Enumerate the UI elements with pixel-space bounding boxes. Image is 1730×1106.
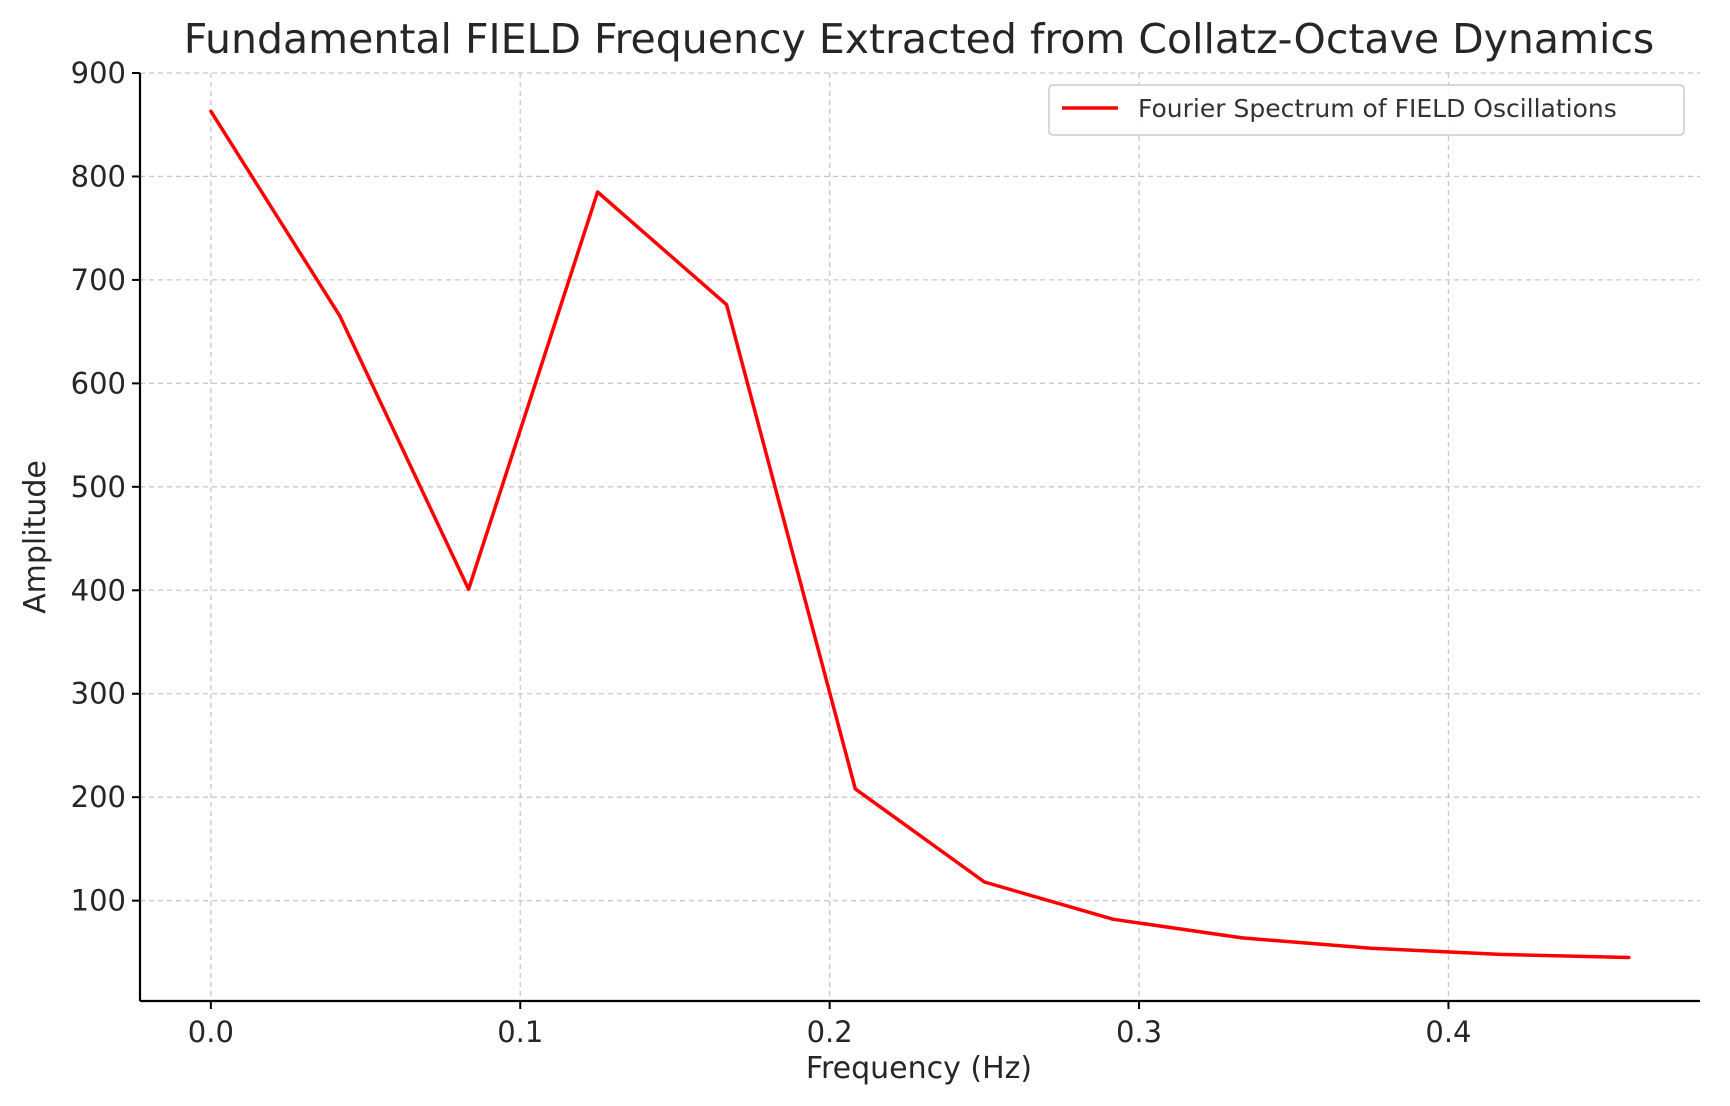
x-tick-label: 0.1 xyxy=(497,1015,543,1049)
data-point xyxy=(338,314,342,318)
data-point xyxy=(596,190,600,194)
x-axis-label: Frequency (Hz) xyxy=(806,1051,1032,1086)
x-tick-label: 0.0 xyxy=(188,1015,234,1049)
y-tick-label: 400 xyxy=(71,573,126,607)
y-tick-label: 800 xyxy=(71,159,126,193)
y-tick-label: 300 xyxy=(71,677,126,711)
data-point xyxy=(1498,952,1502,956)
y-tick-label: 600 xyxy=(71,366,126,400)
x-tick-label: 0.2 xyxy=(807,1015,853,1049)
x-tick-label: 0.3 xyxy=(1116,1015,1162,1049)
series-layer xyxy=(209,109,1631,960)
chart-title: Fundamental FIELD Frequency Extracted fr… xyxy=(184,15,1655,63)
legend-label: Fourier Spectrum of FIELD Oscillations xyxy=(1138,94,1617,123)
data-point xyxy=(1369,946,1373,950)
y-tick-label: 700 xyxy=(71,263,126,297)
data-point xyxy=(1240,936,1244,940)
axes xyxy=(138,73,1700,1003)
legend-box xyxy=(1048,84,1685,136)
legend: Fourier Spectrum of FIELD Oscillations xyxy=(1048,84,1685,136)
y-tick-label: 500 xyxy=(71,470,126,504)
data-point xyxy=(1627,956,1631,959)
ticks: 0.0 0.1 0.2 0.3 0.4 100 200 300 400 500 600 700 800 9… xyxy=(71,56,1472,1049)
grid xyxy=(140,72,1700,1001)
data-point xyxy=(853,787,857,791)
data-point xyxy=(982,880,986,884)
y-tick-label: 900 xyxy=(71,56,126,90)
data-point xyxy=(1111,917,1115,921)
series-line xyxy=(209,109,1631,960)
data-point xyxy=(725,303,729,307)
y-tick-label: 200 xyxy=(71,780,126,814)
y-axis-label: Amplitude xyxy=(18,460,53,614)
x-tick-label: 0.4 xyxy=(1425,1015,1471,1049)
data-point xyxy=(209,109,213,113)
y-tick-label: 100 xyxy=(71,884,126,918)
data-point xyxy=(467,587,471,591)
